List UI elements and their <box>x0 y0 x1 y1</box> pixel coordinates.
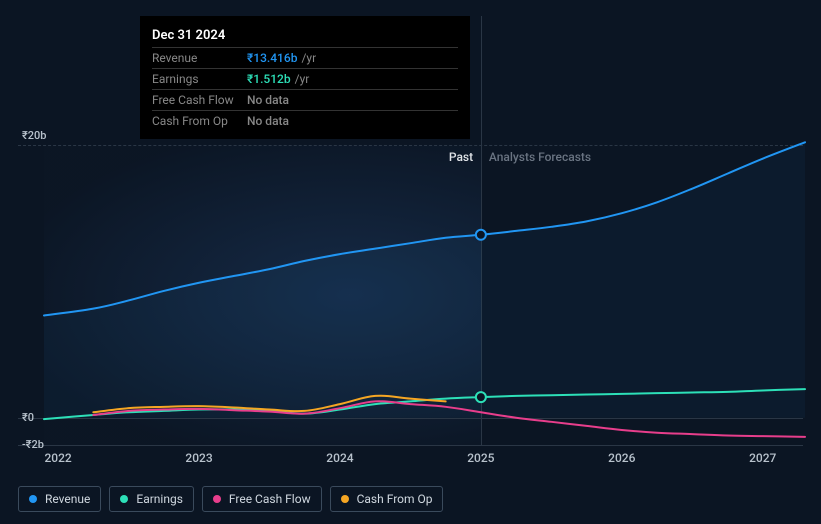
legend-label: Cash From Op <box>357 492 433 506</box>
tooltip-date: Dec 31 2024 <box>152 24 458 48</box>
tooltip-row: Free Cash FlowNo data <box>152 90 458 111</box>
tooltip-metric-value: ₹1.512b <box>247 72 291 86</box>
chart-legend: Revenue Earnings Free Cash Flow Cash From O… <box>18 486 443 512</box>
earnings-marker <box>476 392 486 402</box>
tooltip-metric-value: ₹13.416b <box>247 51 297 65</box>
tooltip-row: Earnings₹1.512b/yr <box>152 69 458 90</box>
tooltip-metric-label: Revenue <box>152 51 247 65</box>
legend-item-fcf[interactable]: Free Cash Flow <box>202 486 322 512</box>
legend-item-revenue[interactable]: Revenue <box>18 486 101 512</box>
tooltip-row: Cash From OpNo data <box>152 111 458 131</box>
tooltip-suffix: /yr <box>301 51 316 65</box>
tooltip-metric-value: No data <box>247 93 289 107</box>
legend-item-earnings[interactable]: Earnings <box>109 486 194 512</box>
tooltip-metric-label: Free Cash Flow <box>152 93 247 107</box>
legend-label: Earnings <box>136 492 183 506</box>
legend-swatch <box>213 495 221 503</box>
financial-chart: ₹20b₹0-₹2b 202220232024202520262027 Past… <box>0 0 821 524</box>
legend-swatch <box>120 495 128 503</box>
revenue-marker <box>476 230 486 240</box>
legend-label: Revenue <box>45 492 90 506</box>
tooltip-suffix: /yr <box>295 72 310 86</box>
tooltip-metric-label: Earnings <box>152 72 247 86</box>
chart-tooltip: Dec 31 2024 Revenue₹13.416b/yrEarnings₹1… <box>140 16 470 139</box>
legend-item-cfo[interactable]: Cash From Op <box>330 486 444 512</box>
tooltip-metric-label: Cash From Op <box>152 114 247 128</box>
legend-label: Free Cash Flow <box>229 492 311 506</box>
tooltip-row: Revenue₹13.416b/yr <box>152 48 458 69</box>
revenue-area <box>44 142 805 417</box>
legend-swatch <box>341 495 349 503</box>
legend-swatch <box>29 495 37 503</box>
tooltip-metric-value: No data <box>247 114 289 128</box>
